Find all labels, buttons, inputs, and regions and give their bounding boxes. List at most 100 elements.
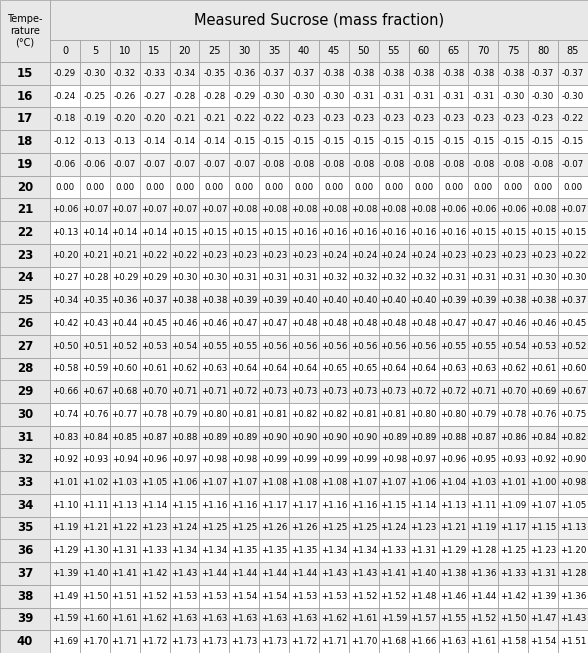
Bar [169,176,199,199]
Bar [289,153,319,176]
Text: +1.26: +1.26 [291,524,318,532]
Text: -0.23: -0.23 [323,114,345,123]
Text: +0.32: +0.32 [410,274,437,283]
Text: -0.08: -0.08 [323,160,345,168]
Bar [499,312,528,335]
Bar [0,562,50,585]
Bar [140,289,169,312]
Text: 16: 16 [17,89,33,103]
Text: -0.25: -0.25 [83,91,106,101]
Text: 15: 15 [148,46,161,56]
Bar [199,289,229,312]
Bar [379,380,409,403]
Bar [199,266,229,289]
Text: +1.43: +1.43 [171,569,198,578]
Bar [0,62,50,85]
Bar [289,289,319,312]
Bar [439,630,469,653]
Bar [469,221,499,244]
Bar [409,289,439,312]
Bar [379,312,409,335]
Bar [558,630,588,653]
Bar [259,199,289,221]
Bar [319,357,349,380]
Text: +0.52: +0.52 [560,342,586,351]
Bar [259,266,289,289]
Bar [409,426,439,449]
Bar [140,403,169,426]
Text: +0.81: +0.81 [350,410,377,419]
Text: Measured Sucrose (mass fraction): Measured Sucrose (mass fraction) [194,12,444,27]
Bar [199,539,229,562]
Text: 65: 65 [447,46,460,56]
Bar [199,244,229,266]
Bar [319,62,349,85]
Text: +1.13: +1.13 [112,501,138,510]
Text: +1.34: +1.34 [350,546,377,555]
Text: +1.66: +1.66 [410,637,437,646]
Text: +0.20: +0.20 [52,251,78,260]
Bar [110,312,140,335]
Text: +0.66: +0.66 [52,387,78,396]
Text: +1.13: +1.13 [440,501,467,510]
Bar [50,494,80,517]
Text: +1.30: +1.30 [82,546,108,555]
Text: +1.53: +1.53 [201,592,228,601]
Bar [199,85,229,108]
Text: +1.25: +1.25 [231,524,258,532]
Bar [259,449,289,471]
Text: +0.90: +0.90 [291,432,317,441]
Text: +1.07: +1.07 [380,478,407,487]
Text: -0.08: -0.08 [263,160,285,168]
Bar [379,85,409,108]
Text: +0.79: +0.79 [171,410,198,419]
Text: +0.38: +0.38 [171,296,198,305]
Bar [0,221,50,244]
Bar [349,289,379,312]
Text: +1.71: +1.71 [112,637,138,646]
Bar [80,585,110,607]
Bar [379,426,409,449]
Bar [499,153,528,176]
Text: -0.24: -0.24 [54,91,76,101]
Text: Tempe-
rature
(°C): Tempe- rature (°C) [7,14,43,48]
Bar [469,471,499,494]
Bar [259,426,289,449]
Bar [439,403,469,426]
Text: +1.35: +1.35 [291,546,318,555]
Text: +0.96: +0.96 [440,455,467,464]
Bar [439,357,469,380]
Bar [349,607,379,630]
Text: +1.25: +1.25 [201,524,228,532]
Text: +0.38: +0.38 [201,296,228,305]
Text: 39: 39 [17,613,33,626]
Text: +1.53: +1.53 [291,592,318,601]
Bar [169,312,199,335]
Text: +1.15: +1.15 [171,501,198,510]
Text: +0.31: +0.31 [440,274,467,283]
Text: -0.36: -0.36 [233,69,255,78]
Text: +0.08: +0.08 [261,205,288,214]
Text: +1.44: +1.44 [291,569,318,578]
Bar [319,585,349,607]
Bar [409,221,439,244]
Bar [409,562,439,585]
Text: +0.63: +0.63 [440,364,467,374]
Bar [169,40,199,62]
Text: -0.34: -0.34 [173,69,196,78]
Text: 5: 5 [92,46,98,56]
Bar [140,539,169,562]
Text: +0.54: +0.54 [500,342,526,351]
Bar [558,380,588,403]
Text: +0.78: +0.78 [500,410,526,419]
Bar [169,289,199,312]
Text: +0.55: +0.55 [201,342,228,351]
Text: +0.37: +0.37 [142,296,168,305]
Text: +1.54: +1.54 [530,637,556,646]
Text: +1.53: +1.53 [321,592,347,601]
Text: -0.08: -0.08 [502,160,524,168]
Text: +0.78: +0.78 [142,410,168,419]
Text: 0.00: 0.00 [235,183,254,191]
Text: +1.02: +1.02 [82,478,108,487]
Text: +0.24: +0.24 [321,251,347,260]
